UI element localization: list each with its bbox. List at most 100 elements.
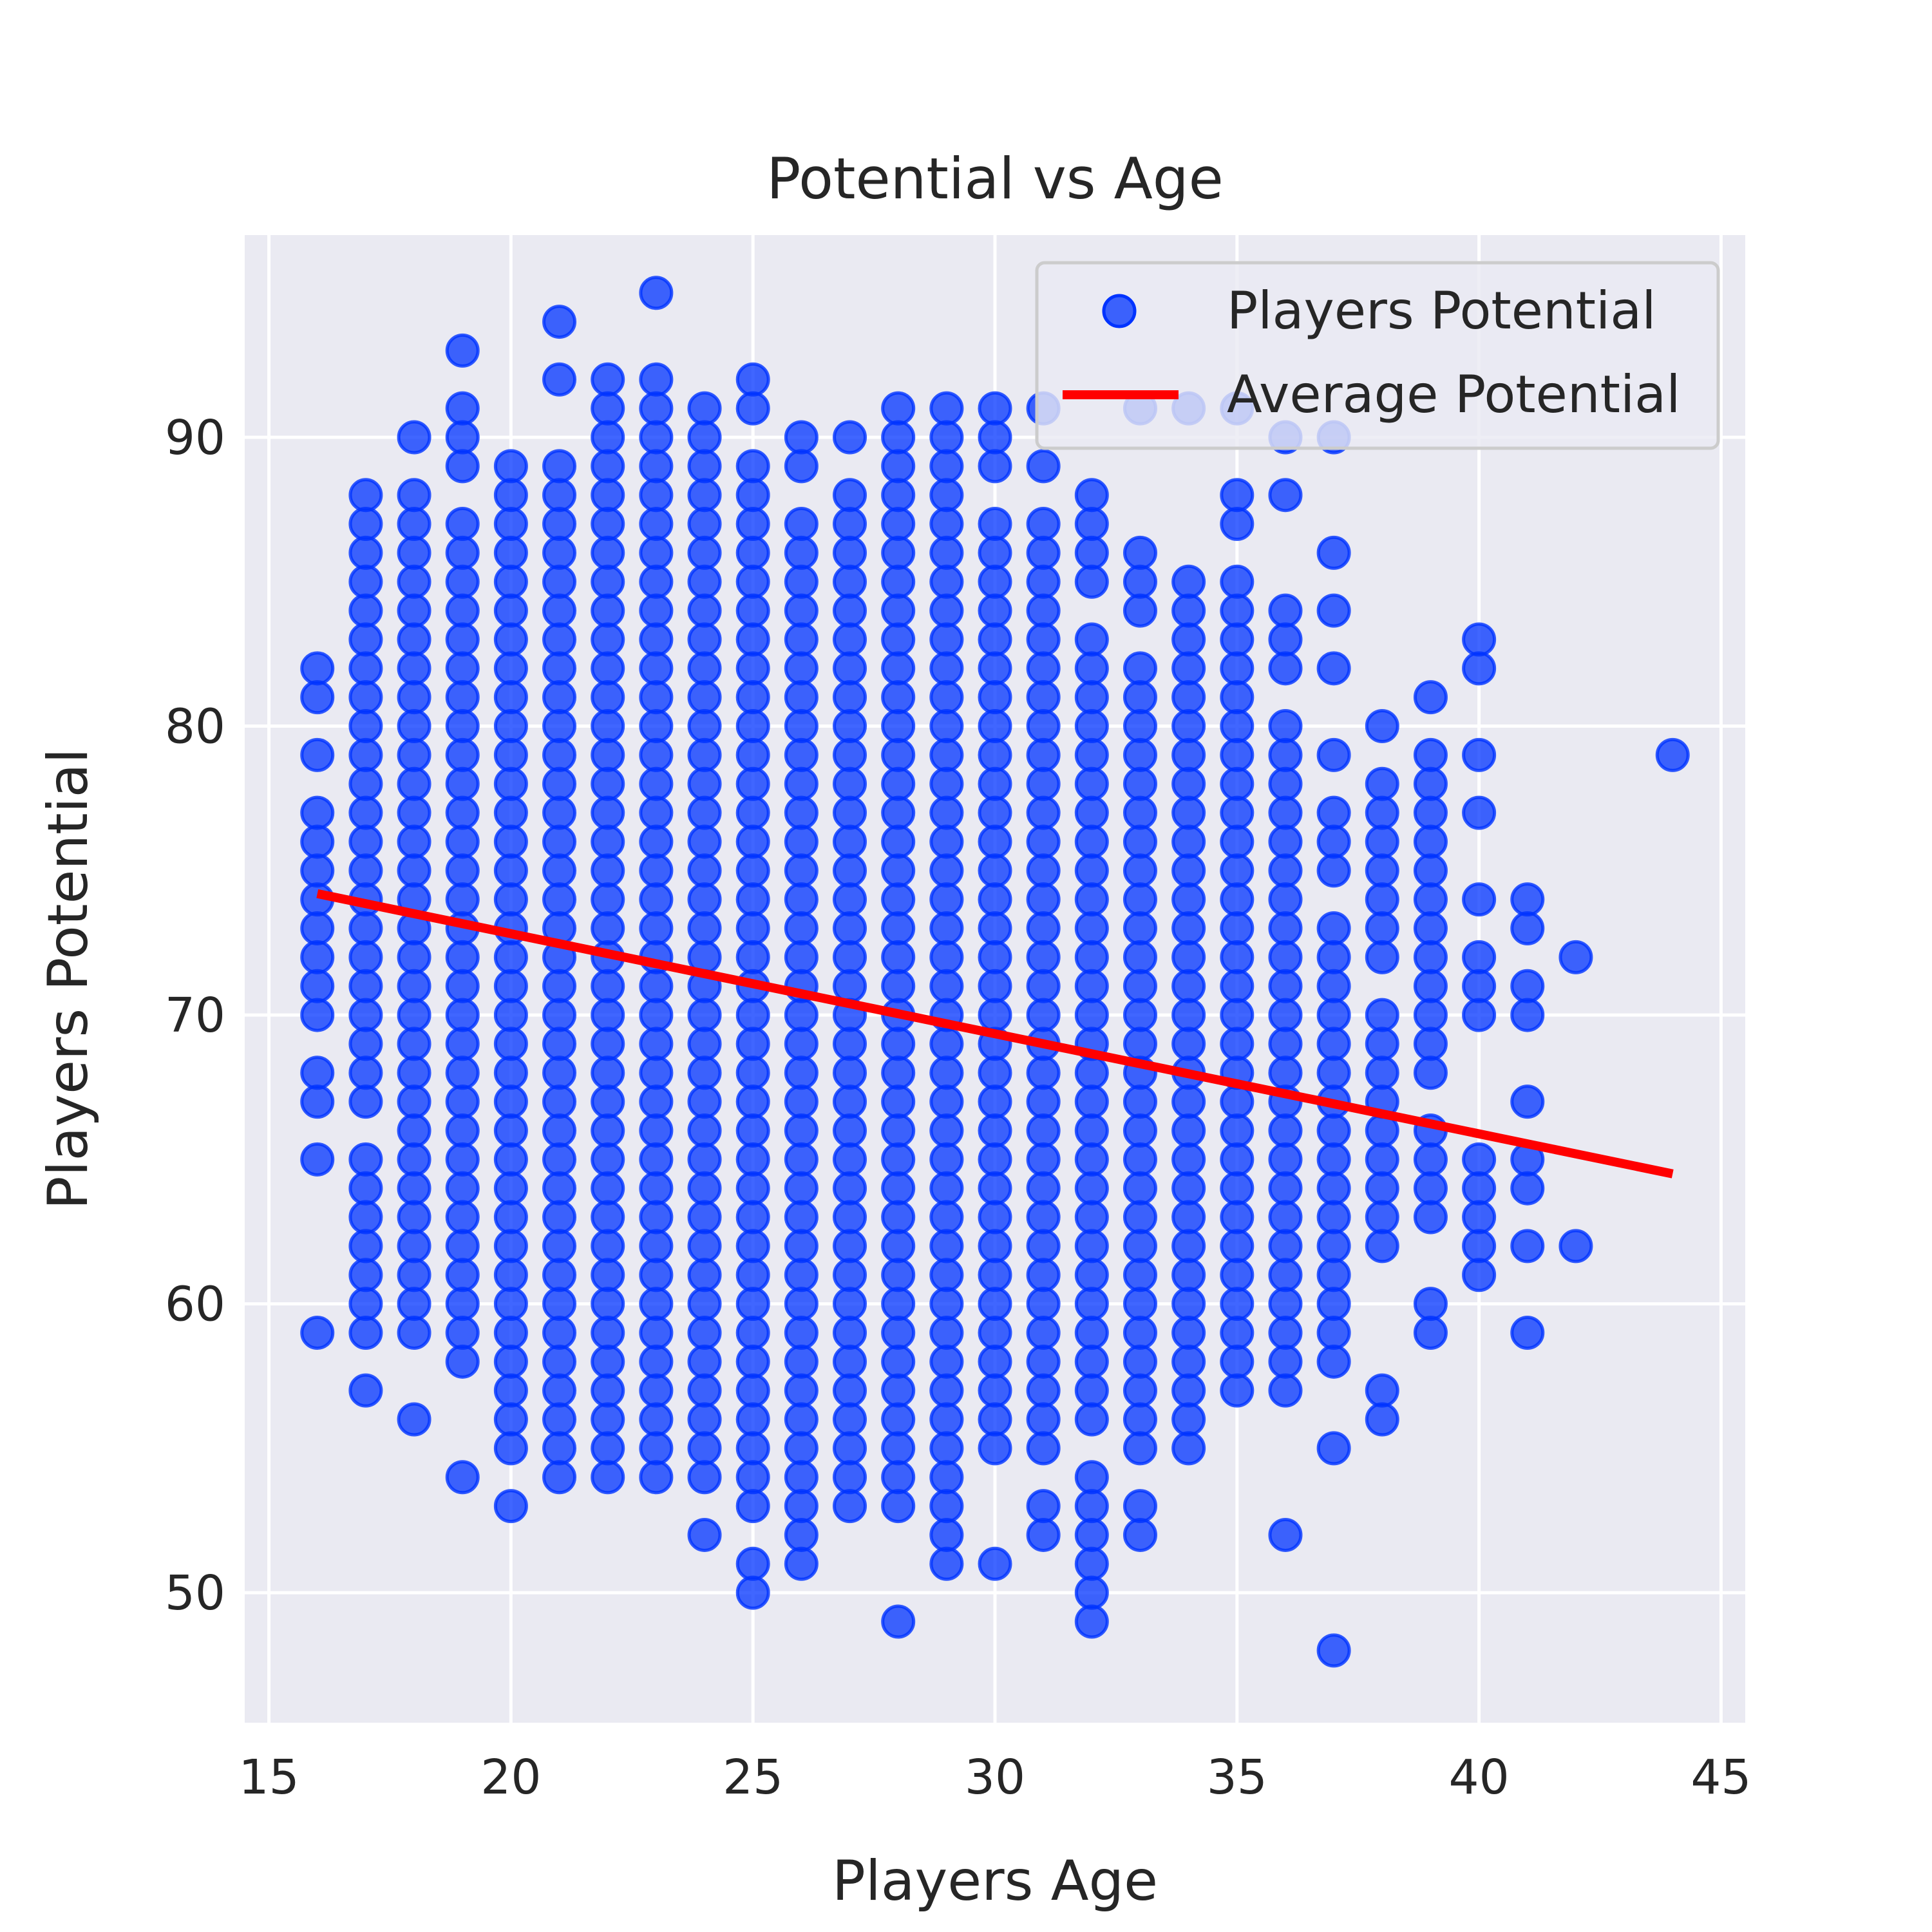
scatter-point xyxy=(1074,766,1109,801)
scatter-point xyxy=(978,1056,1012,1090)
scatter-point xyxy=(929,1258,964,1293)
scatter-point xyxy=(1074,1460,1109,1495)
scatter-point xyxy=(784,882,819,917)
scatter-point xyxy=(639,824,674,859)
scatter-point xyxy=(591,1315,625,1350)
scatter-point xyxy=(978,709,1012,744)
scatter-point xyxy=(978,651,1012,686)
scatter-point xyxy=(735,1142,770,1177)
scatter-point xyxy=(591,1113,625,1148)
scatter-point xyxy=(1074,622,1109,657)
scatter-point xyxy=(1026,1287,1061,1321)
scatter-point xyxy=(445,1056,480,1090)
legend-box xyxy=(1035,261,1720,450)
scatter-point xyxy=(639,709,674,744)
scatter-point xyxy=(493,622,528,657)
scatter-point xyxy=(445,1287,480,1321)
scatter-point xyxy=(542,305,577,339)
scatter-point xyxy=(300,651,335,686)
scatter-point xyxy=(687,911,722,946)
scatter-point xyxy=(881,1489,916,1524)
scatter-point xyxy=(300,940,335,974)
scatter-point xyxy=(639,911,674,946)
scatter-point xyxy=(300,737,335,772)
scatter-point xyxy=(1122,969,1157,1003)
scatter-point xyxy=(833,737,867,772)
scatter-point xyxy=(639,1258,674,1293)
scatter-point xyxy=(1171,622,1206,657)
scatter-point xyxy=(1122,1344,1157,1379)
scatter-point xyxy=(735,1200,770,1235)
scatter-point xyxy=(493,1056,528,1090)
scatter-point xyxy=(493,853,528,888)
scatter-point xyxy=(735,1056,770,1090)
scatter-point xyxy=(1316,940,1351,974)
scatter-point xyxy=(1220,1084,1255,1119)
scatter-point xyxy=(1220,593,1255,628)
scatter-point xyxy=(784,1373,819,1408)
scatter-point xyxy=(1026,1171,1061,1206)
scatter-point xyxy=(493,969,528,1003)
scatter-point xyxy=(639,478,674,513)
scatter-point xyxy=(348,737,383,772)
scatter-point xyxy=(881,709,916,744)
scatter-point xyxy=(1171,1315,1206,1350)
scatter-point xyxy=(784,1431,819,1466)
scatter-point xyxy=(493,1431,528,1466)
scatter-point xyxy=(300,680,335,715)
scatter-point xyxy=(1122,1171,1157,1206)
scatter-point xyxy=(542,1084,577,1119)
scatter-point xyxy=(397,1315,431,1350)
scatter-point xyxy=(929,1229,964,1264)
scatter-point xyxy=(542,680,577,715)
scatter-point xyxy=(687,420,722,455)
scatter-point xyxy=(1365,882,1399,917)
scatter-point xyxy=(929,1200,964,1235)
scatter-point xyxy=(348,853,383,888)
scatter-point xyxy=(493,1027,528,1061)
scatter-point xyxy=(735,651,770,686)
scatter-points xyxy=(300,276,1690,1668)
scatter-point xyxy=(1413,882,1448,917)
scatter-point xyxy=(978,824,1012,859)
scatter-point xyxy=(687,535,722,570)
scatter-point xyxy=(1074,1546,1109,1581)
scatter-point xyxy=(1074,1373,1109,1408)
scatter-point xyxy=(348,1084,383,1119)
scatter-point xyxy=(1220,1142,1255,1177)
scatter-point xyxy=(784,1171,819,1206)
scatter-point xyxy=(1316,1315,1351,1350)
scatter-point xyxy=(1074,853,1109,888)
scatter-point xyxy=(1365,795,1399,830)
scatter-point xyxy=(735,507,770,542)
scatter-point xyxy=(881,882,916,917)
scatter-point xyxy=(1220,911,1255,946)
scatter-point xyxy=(348,593,383,628)
scatter-point xyxy=(735,680,770,715)
scatter-point xyxy=(397,478,431,513)
scatter-point xyxy=(445,420,480,455)
scatter-point xyxy=(929,911,964,946)
scatter-point xyxy=(1074,940,1109,974)
scatter-point xyxy=(493,478,528,513)
scatter-point xyxy=(687,709,722,744)
scatter-point xyxy=(833,1402,867,1437)
scatter-point xyxy=(1220,1258,1255,1293)
scatter-point xyxy=(639,1287,674,1321)
scatter-point xyxy=(881,737,916,772)
scatter-point xyxy=(978,1287,1012,1321)
scatter-point xyxy=(929,391,964,426)
scatter-point xyxy=(445,333,480,368)
scatter-point xyxy=(1074,1171,1109,1206)
scatter-point xyxy=(1122,882,1157,917)
scatter-point xyxy=(881,1373,916,1408)
scatter-point xyxy=(735,1546,770,1581)
scatter-point xyxy=(929,507,964,542)
scatter-point xyxy=(735,1431,770,1466)
scatter-point xyxy=(1268,1287,1303,1321)
scatter-point xyxy=(639,795,674,830)
scatter-point xyxy=(833,1200,867,1235)
scatter-point xyxy=(1026,680,1061,715)
scatter-point xyxy=(1413,1287,1448,1321)
scatter-point xyxy=(591,737,625,772)
